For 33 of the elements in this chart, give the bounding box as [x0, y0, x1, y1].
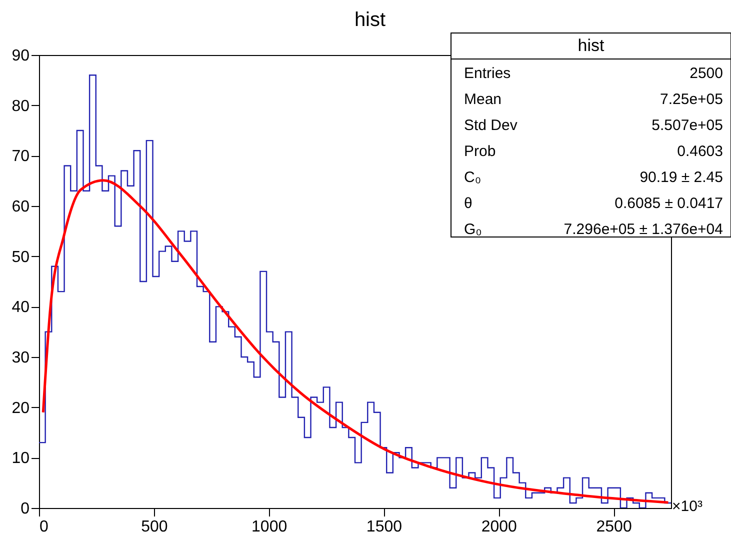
- annotation: 90.19 ± 2.45: [640, 169, 723, 186]
- y-tick-label: 60: [12, 198, 30, 216]
- y-tick-label: 0: [20, 500, 30, 518]
- annotation: Prob: [464, 143, 496, 160]
- text: 0.4603: [677, 143, 723, 160]
- text: 2500: [690, 65, 723, 82]
- x-tick-label: 1500: [366, 518, 402, 534]
- x-tick-label: 0: [40, 518, 48, 534]
- text: hist: [578, 36, 604, 55]
- annotation: 0.6085 ± 0.0417: [614, 195, 723, 212]
- x-tick-label: 2000: [481, 518, 518, 534]
- annotation: θ: [464, 195, 472, 212]
- annotation: Mean: [464, 91, 502, 108]
- x-tick-label: 1000: [252, 518, 288, 534]
- chart-title: hist: [354, 9, 386, 31]
- y-tick-label: 70: [12, 148, 30, 166]
- y-tick-label: 40: [12, 299, 30, 316]
- annotation: Std Dev: [464, 117, 518, 134]
- y-tick-label: 30: [12, 350, 30, 366]
- annotation: 5.507e+05: [652, 117, 723, 134]
- annotation: 7.25e+05: [660, 91, 723, 108]
- y-tick-label: 80: [12, 98, 30, 115]
- annotation: 7.296e+05 ± 1.376e+04: [564, 221, 723, 238]
- x-axis-title: ×10³: [672, 498, 702, 515]
- y-tick-label: 50: [12, 248, 30, 266]
- y-tick-label: 10: [12, 450, 30, 468]
- x-tick-label: 500: [141, 518, 168, 534]
- annotation: G₀: [464, 221, 482, 238]
- annotation: Entries: [464, 65, 511, 82]
- y-tick-label: 20: [12, 400, 30, 417]
- x-tick-label: 2500: [596, 518, 632, 534]
- y-tick-label: 90: [12, 48, 30, 64]
- annotation: C₀: [464, 169, 482, 186]
